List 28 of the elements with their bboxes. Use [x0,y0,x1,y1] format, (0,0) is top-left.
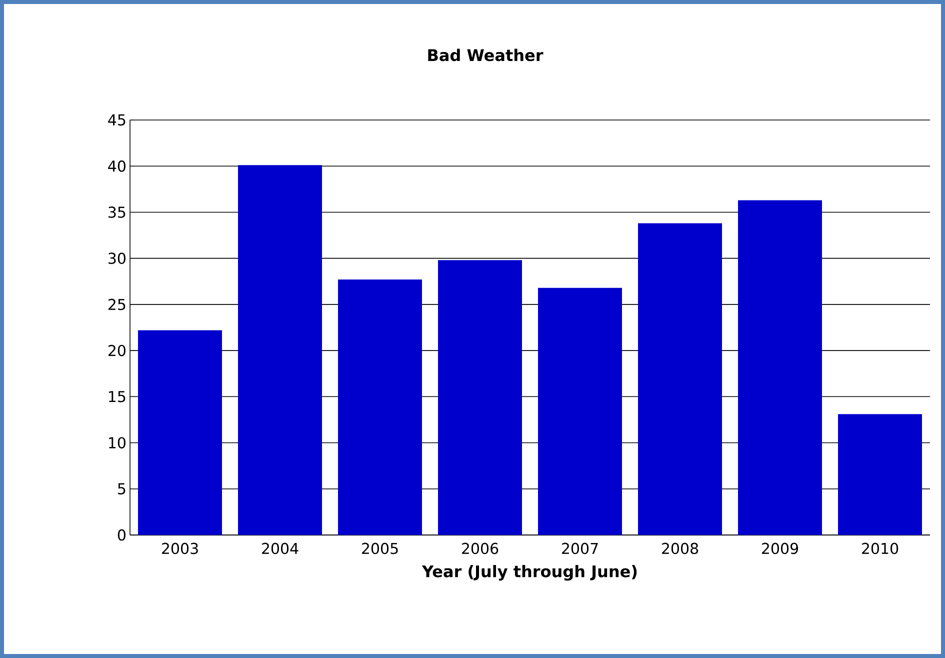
bar [138,330,222,535]
y-tick-label: 40 [108,160,126,172]
x-tick-label: 2009 [762,542,798,554]
bar [638,223,722,535]
bar [238,165,322,535]
bar [738,200,822,535]
x-tick-label: 2005 [362,542,398,554]
y-tick-label: 10 [109,437,126,448]
y-tick-label: 25 [108,298,126,310]
y-tick-label: 30 [108,252,126,264]
bar [538,288,622,535]
x-tick-label: 2004 [262,542,298,554]
y-tick-label: 35 [108,206,126,218]
y-tick-label: 0 [118,529,126,541]
x-tick-label: 2008 [662,542,698,554]
y-tick-label: 20 [108,344,126,356]
x-axis-title: Year (July through June) [422,565,637,581]
bar [438,260,522,535]
x-tick-label: 2007 [562,542,598,554]
y-tick-label: 15 [109,391,126,402]
bar [338,280,422,535]
y-tick-label: 45 [108,114,126,126]
x-tick-label: 2006 [462,542,498,554]
x-tick-label: 2003 [162,542,198,554]
bar [838,414,922,535]
x-tick-label: 2010 [862,542,898,554]
y-tick-label: 5 [118,483,126,494]
chart-title: Bad Weather [428,48,544,62]
